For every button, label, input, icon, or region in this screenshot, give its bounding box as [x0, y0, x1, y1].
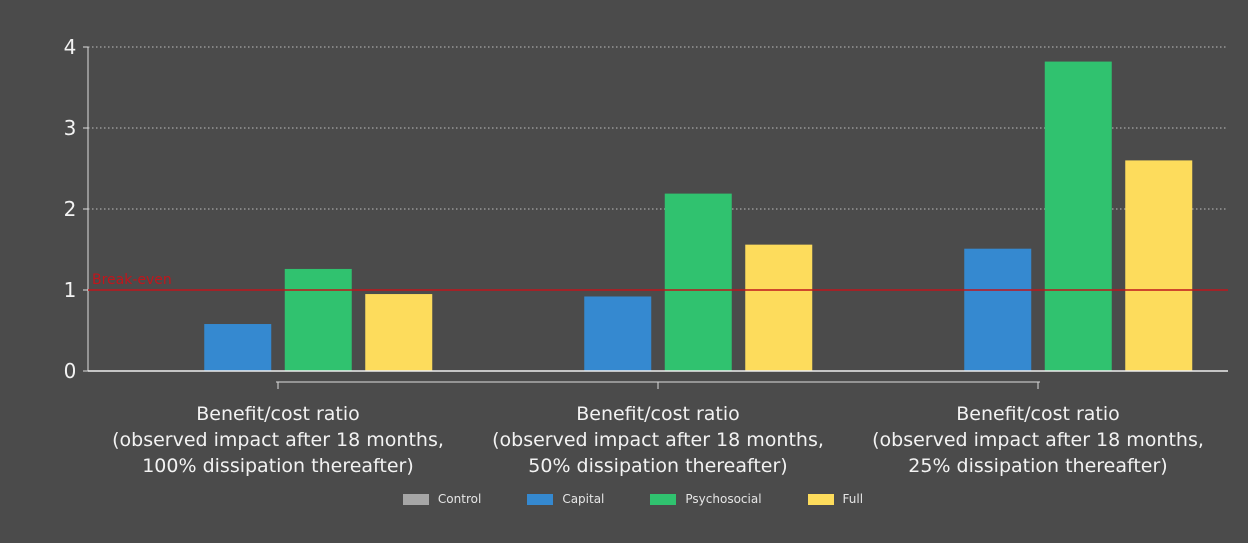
legend-label: Psychosocial [685, 492, 762, 506]
legend-item-psychosocial: Psychosocial [650, 492, 762, 506]
x-category-label: Benefit/cost ratio [956, 403, 1120, 425]
x-category-label: (observed impact after 18 months, [492, 429, 824, 451]
legend-label: Capital [562, 492, 605, 506]
break-even-line: Break-even [88, 272, 1228, 291]
x-category-label: 100% dissipation thereafter) [142, 455, 414, 477]
x-category-label: Benefit/cost ratio [576, 403, 740, 425]
legend: Control Capital Psychosocial Full [0, 492, 1248, 506]
bar-full [365, 294, 433, 371]
bar-psychosocial [1044, 61, 1112, 371]
y-tick-label: 2 [64, 197, 77, 221]
break-even-label: Break-even [92, 272, 172, 288]
legend-swatch [807, 493, 834, 505]
legend-item-full: Full [807, 492, 864, 506]
legend-item-control: Control [402, 492, 482, 506]
y-tick-label: 1 [64, 278, 77, 302]
y-tick-label: 4 [64, 35, 77, 59]
x-category-label: 50% dissipation thereafter) [528, 455, 787, 477]
legend-label: Control [437, 492, 482, 506]
legend-swatch [527, 493, 554, 505]
x-axis: Benefit/cost ratio (observed impact after… [88, 370, 1228, 477]
bar-full [1125, 160, 1193, 371]
x-category-label: Benefit/cost ratio [196, 403, 360, 425]
legend-label: Full [842, 492, 864, 506]
bars [204, 61, 1193, 371]
bar-psychosocial [284, 268, 352, 371]
x-category-label: (observed impact after 18 months, [872, 429, 1204, 451]
legend-swatch [402, 493, 429, 505]
legend-swatch [650, 493, 677, 505]
y-axis: 0 1 2 3 4 [64, 35, 89, 383]
bar-full [745, 244, 813, 371]
bar-capital [204, 324, 272, 371]
legend-item-capital: Capital [527, 492, 604, 506]
bar-capital [964, 248, 1032, 371]
x-category-label: 25% dissipation thereafter) [908, 455, 1167, 477]
bar-psychosocial [664, 193, 732, 371]
bar-capital [584, 296, 652, 371]
y-tick-label: 0 [64, 359, 77, 383]
y-tick-label: 3 [64, 116, 77, 140]
x-category-label: (observed impact after 18 months, [112, 429, 444, 451]
